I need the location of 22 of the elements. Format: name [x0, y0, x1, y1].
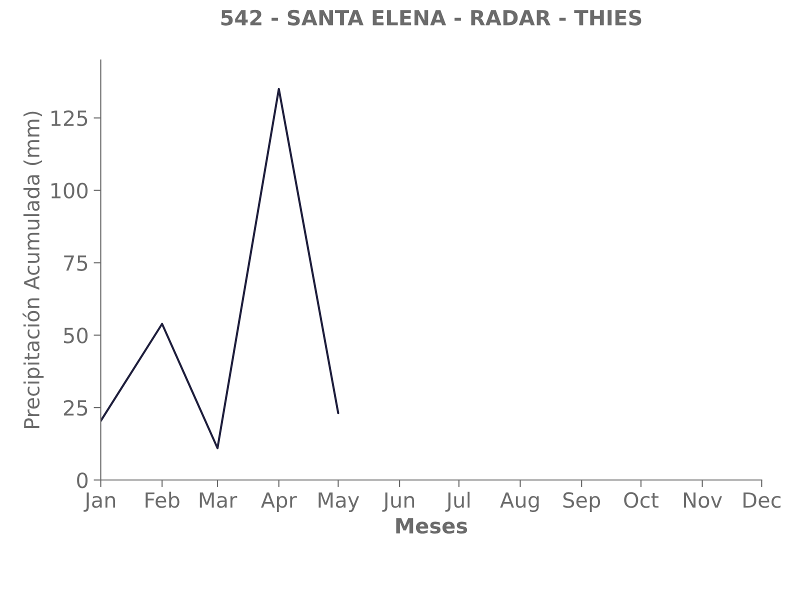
line-series	[100, 88, 340, 450]
chart-title: 542 - SANTA ELENA - RADAR - THIES	[221, 10, 642, 26]
x-tick-label: Nov	[684, 492, 722, 508]
x-tick-label: May	[318, 492, 360, 512]
x-tick-label: Feb	[146, 492, 180, 508]
x-tick-label: Sep	[563, 492, 600, 512]
x-tick-label: Oct	[624, 492, 658, 508]
y-tick-label: 0	[77, 472, 88, 488]
x-tick-label: Jan	[84, 492, 116, 512]
y-tick-label: 50	[64, 328, 88, 344]
y-tick-label: 75	[64, 255, 88, 271]
x-axis-title: Meses	[396, 518, 468, 534]
x-tick-label: Apr	[260, 492, 297, 512]
x-tick-label: Jun	[382, 492, 414, 512]
y-tick-label: 25	[64, 400, 88, 416]
y-tick-label: 100	[51, 182, 88, 199]
x-tick-label: Aug	[500, 492, 539, 512]
y-axis-title: Precipitación Acumulada (mm)	[22, 112, 44, 428]
x-tick-label: Mar	[200, 492, 238, 508]
x-tick-label: Dec	[744, 492, 781, 508]
x-tick-label: Jul	[445, 492, 470, 512]
y-tick-label: 125	[51, 110, 88, 126]
